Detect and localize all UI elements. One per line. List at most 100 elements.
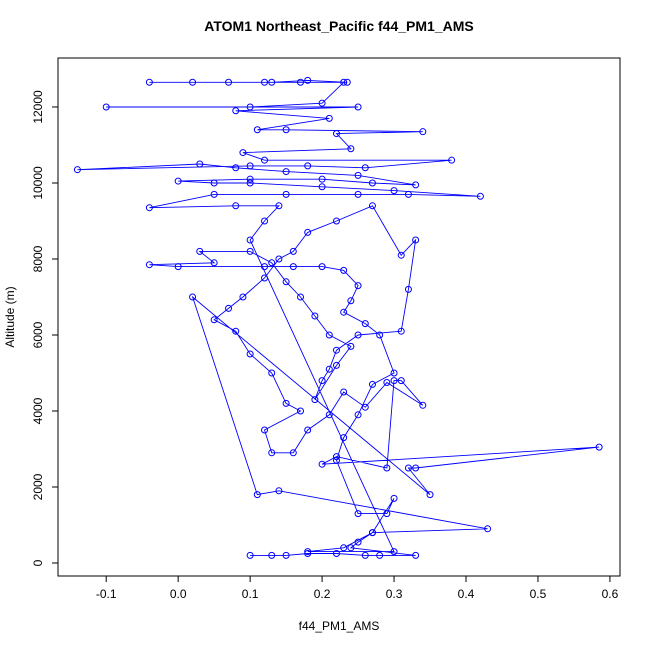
- data-point: [361, 320, 369, 328]
- y-tick-label: 10000: [31, 166, 45, 200]
- data-point: [404, 190, 412, 198]
- data-point: [332, 456, 340, 464]
- data-point: [225, 78, 233, 86]
- data-point: [383, 378, 391, 386]
- data-point: [419, 128, 427, 136]
- data-point: [102, 103, 110, 111]
- data-point: [448, 156, 456, 164]
- data-point: [246, 162, 254, 170]
- x-tick-label: 0.6: [602, 587, 619, 601]
- chart-title: ATOM1 Northeast_Pacific f44_PM1_AMS: [204, 18, 473, 34]
- data-point: [145, 204, 153, 212]
- data-point: [397, 251, 405, 259]
- data-point: [297, 78, 305, 86]
- data-point: [343, 78, 351, 86]
- data-point: [275, 487, 283, 495]
- data-point: [426, 491, 434, 499]
- y-tick-label: 12000: [31, 90, 45, 124]
- data-point: [354, 190, 362, 198]
- data-point: [282, 190, 290, 198]
- x-tick-label: 0.0: [170, 587, 187, 601]
- data-point: [268, 551, 276, 559]
- data-point: [397, 327, 405, 335]
- data-point: [311, 312, 319, 320]
- data-point: [332, 550, 340, 558]
- data-point: [368, 179, 376, 187]
- data-point: [73, 166, 81, 174]
- data-point: [174, 177, 182, 185]
- data-point: [282, 278, 290, 286]
- data-point: [289, 247, 297, 255]
- data-point: [246, 103, 254, 111]
- data-point: [390, 377, 398, 385]
- data-point: [368, 380, 376, 388]
- data-point: [225, 304, 233, 312]
- data-point: [253, 491, 261, 499]
- data-point: [282, 168, 290, 176]
- data-point: [304, 426, 312, 434]
- data-point: [318, 263, 326, 271]
- data-point: [347, 297, 355, 305]
- data-point: [340, 388, 348, 396]
- data-point: [282, 126, 290, 134]
- plot-frame: [57, 57, 621, 577]
- data-point: [246, 350, 254, 358]
- data-point: [189, 78, 197, 86]
- data-point: [325, 411, 333, 419]
- data-point: [340, 308, 348, 316]
- data-point: [325, 331, 333, 339]
- data-point: [390, 369, 398, 377]
- data-point: [261, 78, 269, 86]
- data-point: [354, 411, 362, 419]
- data-point: [340, 434, 348, 442]
- x-tick-label: 0.2: [314, 587, 331, 601]
- data-point: [332, 346, 340, 354]
- data-point: [261, 263, 269, 271]
- data-point: [354, 171, 362, 179]
- data-point: [275, 202, 283, 210]
- x-tick-label: 0.1: [242, 587, 259, 601]
- data-point: [404, 464, 412, 472]
- x-tick-label: -0.1: [96, 587, 117, 601]
- data-point: [376, 551, 384, 559]
- data-point: [361, 164, 369, 172]
- data-point: [347, 544, 355, 552]
- data-point: [145, 78, 153, 86]
- data-point: [282, 399, 290, 407]
- data-point: [268, 259, 276, 267]
- data-point: [412, 181, 420, 189]
- data-point: [145, 261, 153, 269]
- data-point: [390, 548, 398, 556]
- data-point: [268, 449, 276, 457]
- data-point: [318, 460, 326, 468]
- data-point: [174, 263, 182, 271]
- data-point: [476, 192, 484, 200]
- data-point: [297, 293, 305, 301]
- data-point: [304, 228, 312, 236]
- data-point: [595, 443, 603, 451]
- data-point: [412, 464, 420, 472]
- data-point: [261, 274, 269, 282]
- data-point: [210, 190, 218, 198]
- data-point: [282, 551, 290, 559]
- data-point: [340, 266, 348, 274]
- data-point: [340, 544, 348, 552]
- data-point: [261, 156, 269, 164]
- y-tick-label: 6000: [31, 321, 45, 348]
- data-point: [484, 525, 492, 533]
- data-point: [210, 316, 218, 324]
- data-point: [318, 99, 326, 107]
- data-point: [390, 187, 398, 195]
- data-point: [419, 401, 427, 409]
- data-point: [268, 369, 276, 377]
- data-point: [297, 407, 305, 415]
- data-point: [361, 551, 369, 559]
- data-point: [318, 377, 326, 385]
- data-point: [368, 529, 376, 537]
- data-point: [325, 365, 333, 373]
- data-point: [383, 464, 391, 472]
- data-point: [347, 145, 355, 153]
- data-point: [196, 160, 204, 168]
- data-point: [318, 183, 326, 191]
- data-point: [253, 126, 261, 134]
